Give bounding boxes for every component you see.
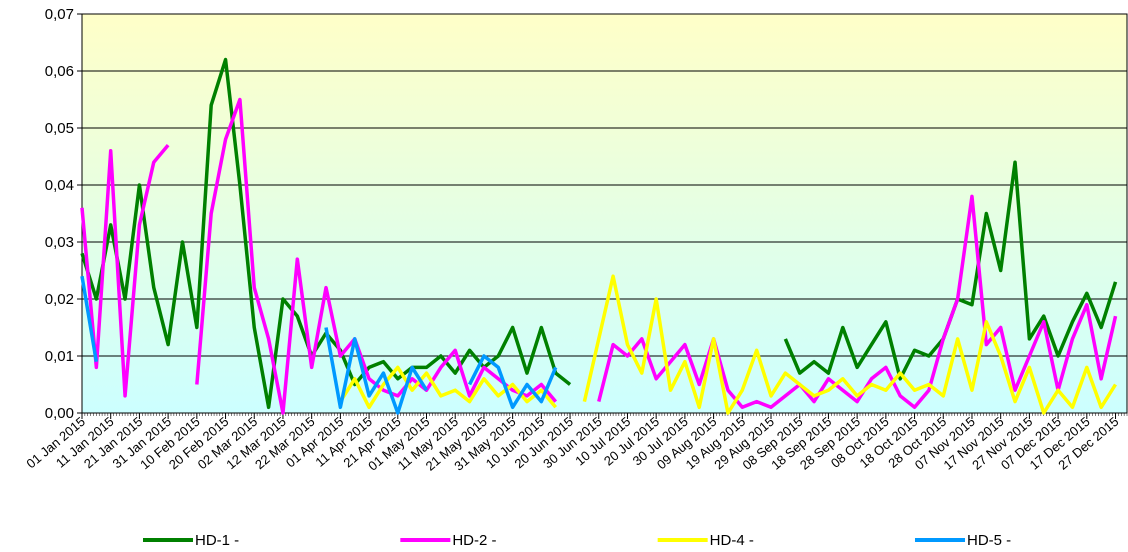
y-tick-label: 0,02 (45, 291, 74, 308)
y-tick-label: 0,06 (45, 63, 74, 80)
legend-label: HD-1 - (195, 532, 239, 549)
legend-label: HD-5 - (967, 532, 1011, 549)
y-tick-label: 0,07 (45, 6, 74, 23)
legend-label: HD-4 - (710, 532, 754, 549)
y-tick-label: 0,00 (45, 405, 74, 422)
y-tick-label: 0,05 (45, 120, 74, 137)
y-tick-label: 0,04 (45, 177, 74, 194)
legend-label: HD-2 - (452, 532, 496, 549)
series-line (80, 275, 558, 415)
y-tick-label: 0,01 (45, 348, 74, 365)
y-tick-label: 0,03 (45, 234, 74, 251)
